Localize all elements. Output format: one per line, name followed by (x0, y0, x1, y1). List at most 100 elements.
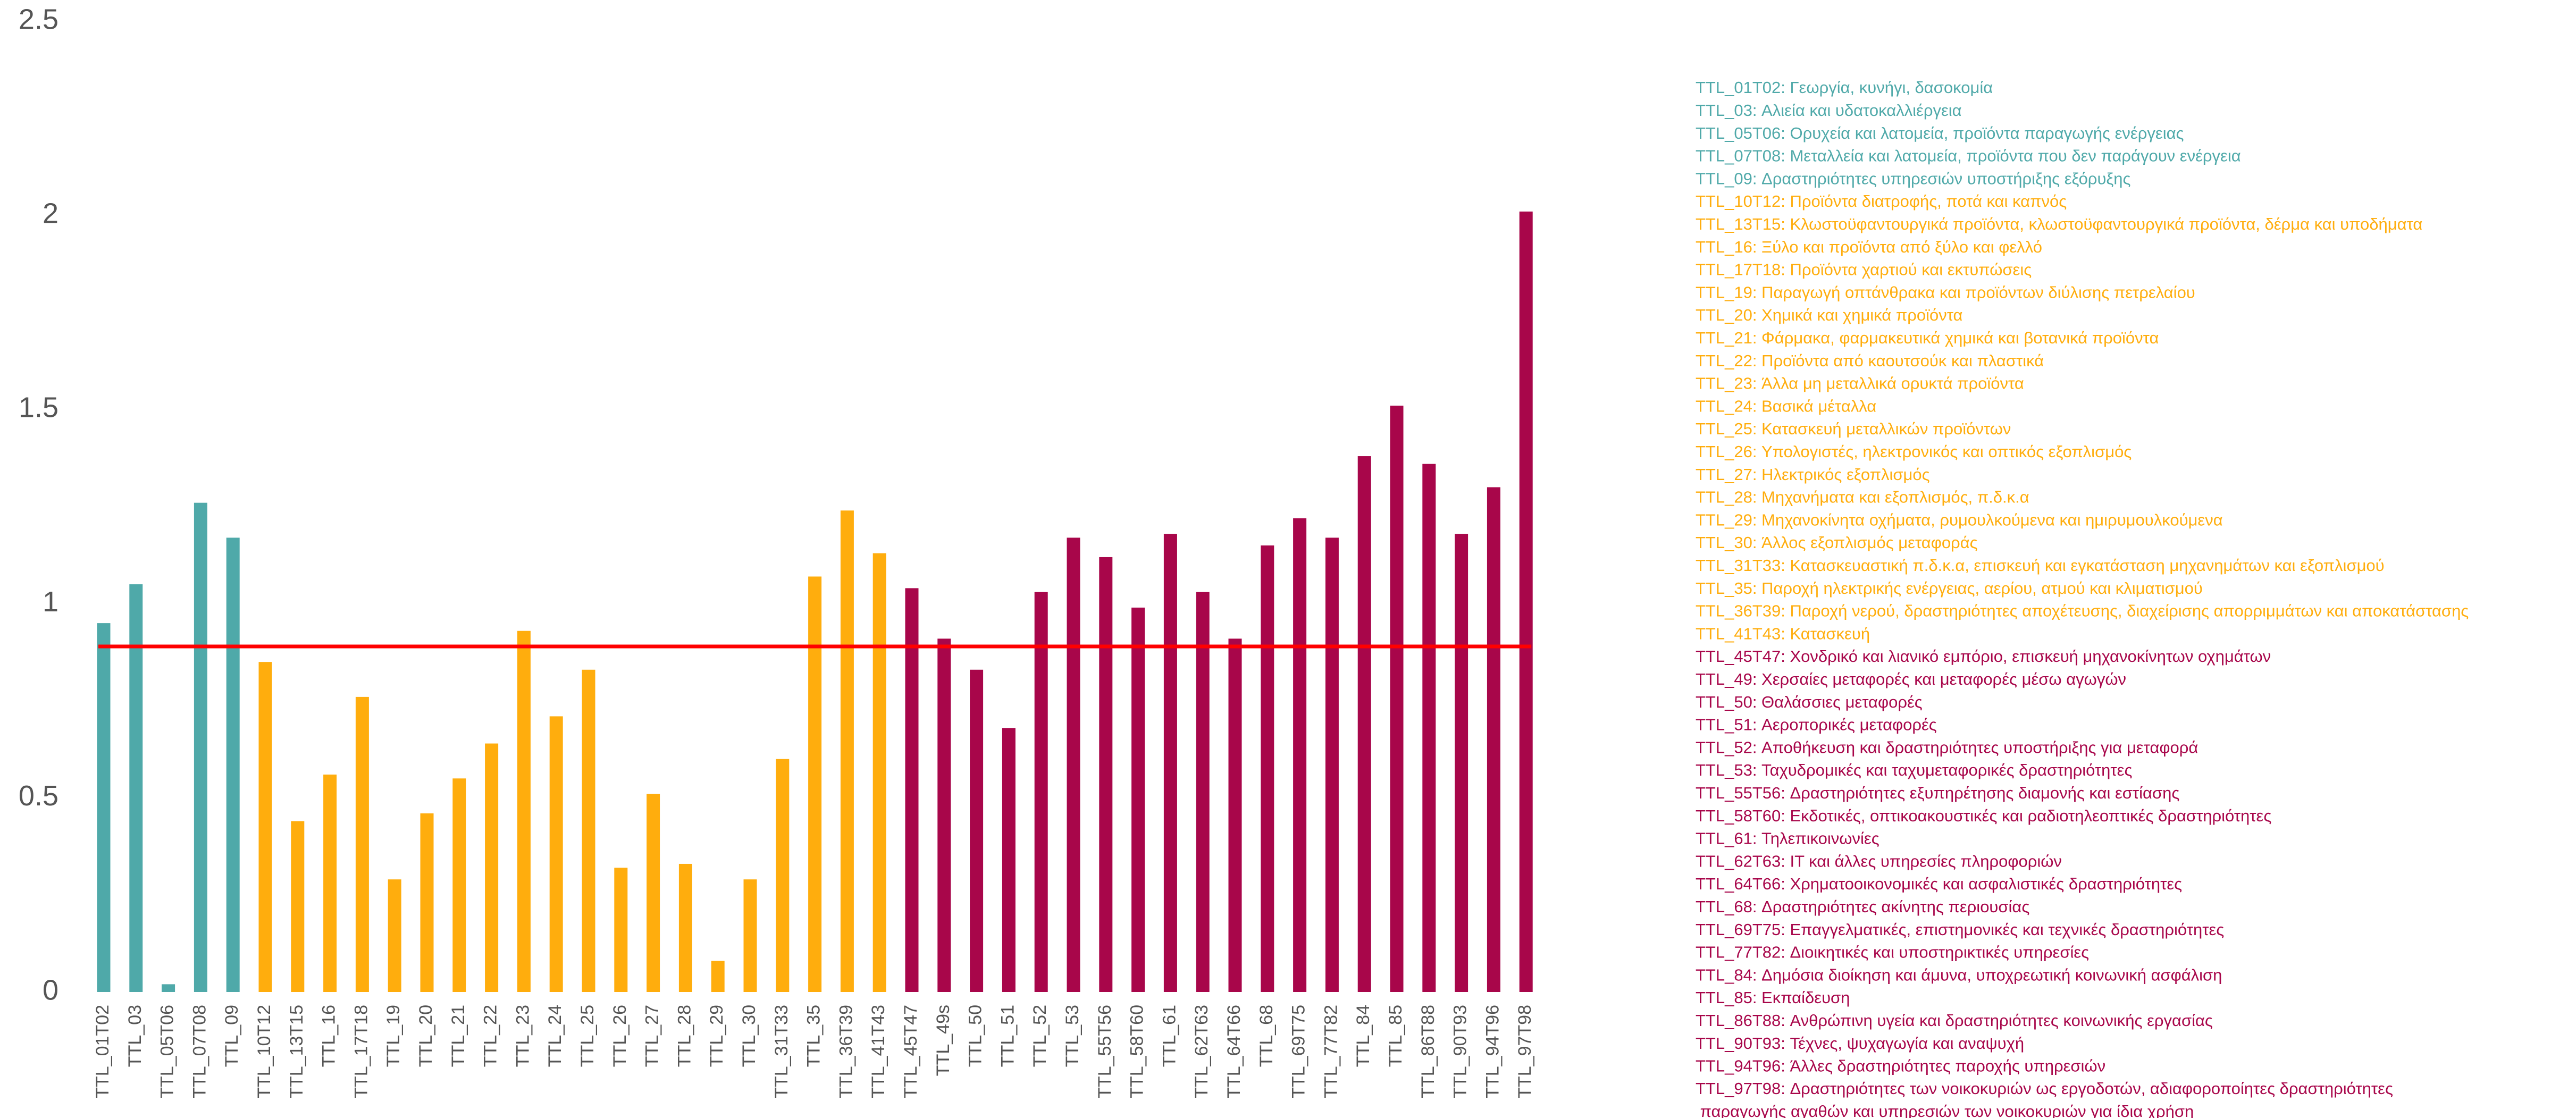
bar (1293, 518, 1307, 992)
bar (1519, 211, 1533, 992)
bar (970, 669, 984, 992)
bar (549, 716, 563, 992)
x-tick-label: TTL_97T98 (1515, 1005, 1535, 1098)
bar (614, 868, 628, 992)
bar (1163, 534, 1177, 992)
x-tick-label: TTL_30 (739, 1005, 759, 1067)
legend-entry: TTL_97T98: Δραστηριότητες των νοικοκυριώ… (1696, 1079, 2393, 1118)
bar (1196, 592, 1210, 992)
x-tick-label: TTL_35 (804, 1005, 824, 1067)
x-tick-label: TTL_23 (513, 1005, 533, 1067)
x-tick-label: TTL_26 (610, 1005, 630, 1067)
bar (129, 584, 143, 992)
x-tick-label: TTL_17T18 (351, 1005, 371, 1098)
bar (647, 794, 660, 992)
x-tick-label: TTL_13T15 (287, 1005, 307, 1098)
legend-entry: TTL_52: Αποθήκευση και δραστηριότητες υπ… (1696, 738, 2198, 756)
x-tick-label: TTL_69T75 (1289, 1005, 1309, 1098)
y-tick-label: 1.5 (19, 392, 58, 424)
x-tick-label: TTL_22 (481, 1005, 501, 1067)
y-tick-label: 2.5 (19, 3, 58, 35)
x-tick-label: TTL_36T39 (836, 1005, 856, 1098)
legend-entry: TTL_62T63: IT και άλλες υπηρεσίες πληροφ… (1696, 852, 2062, 870)
x-tick-label: TTL_28 (674, 1005, 694, 1067)
x-tick-label: TTL_41T43 (868, 1005, 888, 1098)
legend-entry: TTL_19: Παραγωγή οπτάνθρακα και προϊόντω… (1696, 283, 2195, 301)
legend-entry: TTL_85: Εκπαίδευση (1696, 988, 1850, 1007)
x-tick-label: TTL_86T88 (1418, 1005, 1438, 1098)
legend-entry: TTL_29: Μηχανοκίνητα οχήματα, ρυμουλκούμ… (1696, 510, 2223, 529)
x-tick-label: TTL_64T66 (1224, 1005, 1244, 1098)
legend-entry: TTL_28: Μηχανήματα και εξοπλισμός, π.δ.κ… (1696, 488, 2029, 507)
x-tick-label: TTL_58T60 (1127, 1005, 1147, 1098)
x-tick-label: TTL_68 (1256, 1005, 1277, 1067)
legend-entry: TTL_49: Χερσαίες μεταφορές και μεταφορές… (1696, 670, 2126, 688)
bar (937, 638, 951, 992)
y-tick-label: 0.5 (19, 780, 58, 812)
legend-entry: TTL_36T39: Παροχή νερού, δραστηριότητες … (1696, 602, 2469, 620)
legend-line: παραγωγής αγαθών και υπηρεσιών των νοικο… (1696, 1102, 2194, 1118)
bar (1455, 534, 1469, 992)
x-tick-label: TTL_29 (707, 1005, 727, 1067)
bar (97, 623, 111, 992)
x-tick-label: TTL_05T06 (157, 1005, 178, 1098)
x-tick-label: TTL_31T33 (771, 1005, 792, 1098)
bar (1034, 592, 1048, 992)
bar (1487, 487, 1500, 992)
legend-entry: TTL_68: Δραστηριότητες ακίνητης περιουσί… (1696, 897, 2029, 916)
x-tick-label: TTL_50 (966, 1005, 986, 1067)
legend-entry: TTL_24: Βασικά μέταλλα (1696, 397, 1876, 415)
x-tick-label: TTL_55T56 (1095, 1005, 1115, 1098)
bar (517, 631, 531, 992)
legend-entry: TTL_22: Προϊόντα από καουτσούκ και πλαστ… (1696, 351, 2044, 370)
x-tick-label: TTL_45T47 (901, 1005, 921, 1098)
bar (485, 743, 499, 992)
legend-entry: TTL_69T75: Επαγγελματικές, επιστημονικές… (1696, 920, 2224, 939)
bar (1131, 607, 1145, 992)
bar (194, 502, 207, 992)
legend-line: TTL_97T98: Δραστηριότητες των νοικοκυριώ… (1696, 1079, 2393, 1098)
bar (678, 863, 692, 992)
legend-entry: TTL_84: Δημόσια διοίκηση και άμυνα, υποχ… (1696, 965, 2222, 984)
legend-entry: TTL_31T33: Κατασκευαστική π.δ.κ.α, επισκ… (1696, 556, 2385, 575)
legend-entry: TTL_21: Φάρμακα, φαρμακευτικά χημικά και… (1696, 329, 2159, 347)
bar (582, 669, 595, 992)
bar (1357, 456, 1371, 992)
y-tick-label: 0 (43, 974, 58, 1006)
legend-entry: TTL_26: Υπολογιστές, ηλεκτρονικός και οπ… (1696, 442, 2132, 461)
legend-entry: TTL_45T47: Χονδρικό και λιανικό εμπόριο,… (1696, 647, 2271, 666)
legend-entry: TTL_25: Κατασκευή μεταλλικών προϊόντων (1696, 419, 2011, 438)
bar (452, 778, 466, 992)
legend-entry: TTL_53: Ταχυδρομικές και ταχυμεταφορικές… (1696, 761, 2132, 779)
bar (291, 821, 305, 992)
x-tick-label: TTL_51 (997, 1005, 1018, 1067)
x-tick-label: TTL_62T63 (1191, 1005, 1212, 1098)
legend-entry: TTL_17T18: Προϊόντα χαρτιού και εκτυπώσε… (1696, 260, 2032, 279)
x-tick-label: TTL_84 (1353, 1005, 1373, 1067)
bar (323, 774, 337, 992)
bar (743, 879, 757, 992)
x-tick-label: TTL_52 (1030, 1005, 1050, 1067)
x-tick-label: TTL_10T12 (254, 1005, 274, 1098)
legend-entry: TTL_55T56: Δραστηριότητες εξυπηρέτησης δ… (1696, 784, 2179, 802)
legend-entry: TTL_03: Αλιεία και υδατοκαλλιέργεια (1696, 101, 1962, 120)
legend-entry: TTL_10T12: Προϊόντα διατροφής, ποτά και … (1696, 192, 2067, 211)
x-tick-label: TTL_27 (642, 1005, 662, 1067)
legend-entry: TTL_58T60: Εκδοτικές, οπτικοακουστικές κ… (1696, 806, 2271, 825)
bar (1261, 545, 1274, 992)
bar (162, 984, 175, 992)
bar (420, 813, 434, 992)
legend-entry: TTL_20: Χημικά και χημικά προϊόντα (1696, 306, 1963, 324)
legend-entry: TTL_23: Άλλα μη μεταλλικά ορυκτά προϊόντ… (1696, 374, 2024, 393)
legend-entry: TTL_50: Θαλάσσιες μεταφορές (1696, 693, 1923, 711)
legend-entry: TTL_86T88: Ανθρώπινη υγεία και δραστηριό… (1696, 1011, 2213, 1030)
x-tick-label: TTL_16 (319, 1005, 339, 1067)
x-tick-label: TTL_85 (1386, 1005, 1406, 1067)
x-tick-label: TTL_03 (125, 1005, 145, 1067)
bar (872, 553, 886, 992)
bar (1002, 728, 1016, 992)
legend-entry: TTL_09: Δραστηριότητες υπηρεσιών υποστήρ… (1696, 169, 2130, 188)
x-tick-label: TTL_19 (383, 1005, 404, 1067)
